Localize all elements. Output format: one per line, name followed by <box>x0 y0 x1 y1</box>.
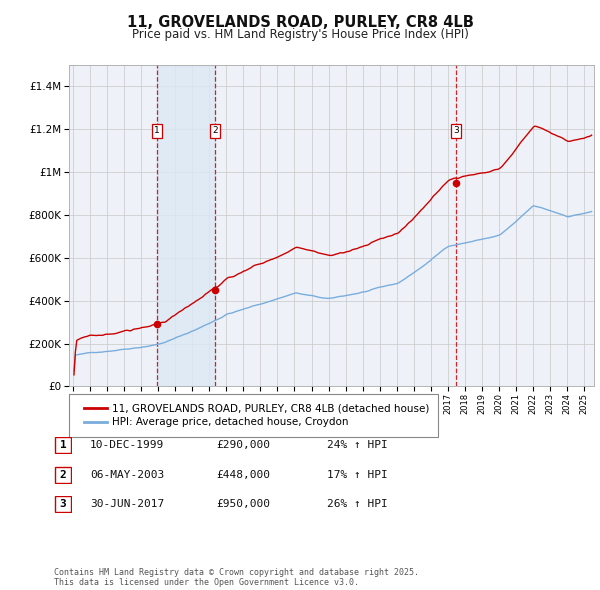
Text: 30-JUN-2017: 30-JUN-2017 <box>90 500 164 509</box>
Text: Contains HM Land Registry data © Crown copyright and database right 2025.
This d: Contains HM Land Registry data © Crown c… <box>54 568 419 587</box>
Text: 3: 3 <box>453 126 459 135</box>
Text: £448,000: £448,000 <box>216 470 270 480</box>
Text: 24% ↑ HPI: 24% ↑ HPI <box>327 441 388 450</box>
Text: 1: 1 <box>59 441 67 450</box>
Text: 06-MAY-2003: 06-MAY-2003 <box>90 470 164 480</box>
Text: Price paid vs. HM Land Registry's House Price Index (HPI): Price paid vs. HM Land Registry's House … <box>131 28 469 41</box>
Legend: 11, GROVELANDS ROAD, PURLEY, CR8 4LB (detached house), HPI: Average price, detac: 11, GROVELANDS ROAD, PURLEY, CR8 4LB (de… <box>82 401 431 430</box>
Text: £290,000: £290,000 <box>216 441 270 450</box>
Text: 26% ↑ HPI: 26% ↑ HPI <box>327 500 388 509</box>
Text: 1: 1 <box>154 126 160 135</box>
Text: 2: 2 <box>59 470 67 480</box>
Bar <box>157 65 215 386</box>
Text: 17% ↑ HPI: 17% ↑ HPI <box>327 470 388 480</box>
Text: 2: 2 <box>212 126 218 135</box>
Text: 3: 3 <box>59 500 67 509</box>
Text: 11, GROVELANDS ROAD, PURLEY, CR8 4LB: 11, GROVELANDS ROAD, PURLEY, CR8 4LB <box>127 15 473 30</box>
Text: 10-DEC-1999: 10-DEC-1999 <box>90 441 164 450</box>
Text: £950,000: £950,000 <box>216 500 270 509</box>
